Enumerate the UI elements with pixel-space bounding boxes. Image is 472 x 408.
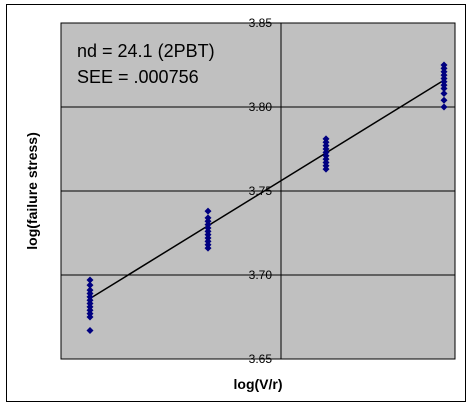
- data-point: [86, 276, 94, 284]
- data-point: [204, 244, 212, 252]
- y-tick-label: 3.75: [249, 184, 273, 198]
- y-tick-label: 3.65: [249, 352, 273, 366]
- y-tick-label: 3.85: [249, 16, 273, 30]
- data-point: [440, 85, 448, 93]
- chart-frame: 3.85 3.80 3.75 3.70 3.65 nd = 24.1 (2PBT) SE…: [6, 4, 466, 402]
- annotation-see: SEE = .000756: [77, 67, 199, 87]
- data-point: [440, 96, 448, 104]
- data-point: [440, 103, 448, 111]
- y-axis-title: log(failure stress): [24, 132, 40, 249]
- y-tick-label: 3.80: [249, 100, 273, 114]
- x-axis-title: log(V/r): [234, 376, 283, 392]
- annotation-nd: nd = 24.1 (2PBT): [77, 41, 215, 61]
- trendline: [89, 79, 445, 300]
- scatter-chart: 3.85 3.80 3.75 3.70 3.65 nd = 24.1 (2PBT) SE…: [24, 16, 456, 392]
- data-point: [440, 90, 448, 98]
- data-point: [86, 313, 94, 321]
- data-point: [204, 207, 212, 215]
- y-tick-label: 3.70: [249, 268, 273, 282]
- data-point: [322, 165, 330, 173]
- data-point: [86, 281, 94, 289]
- data-point: [86, 326, 94, 334]
